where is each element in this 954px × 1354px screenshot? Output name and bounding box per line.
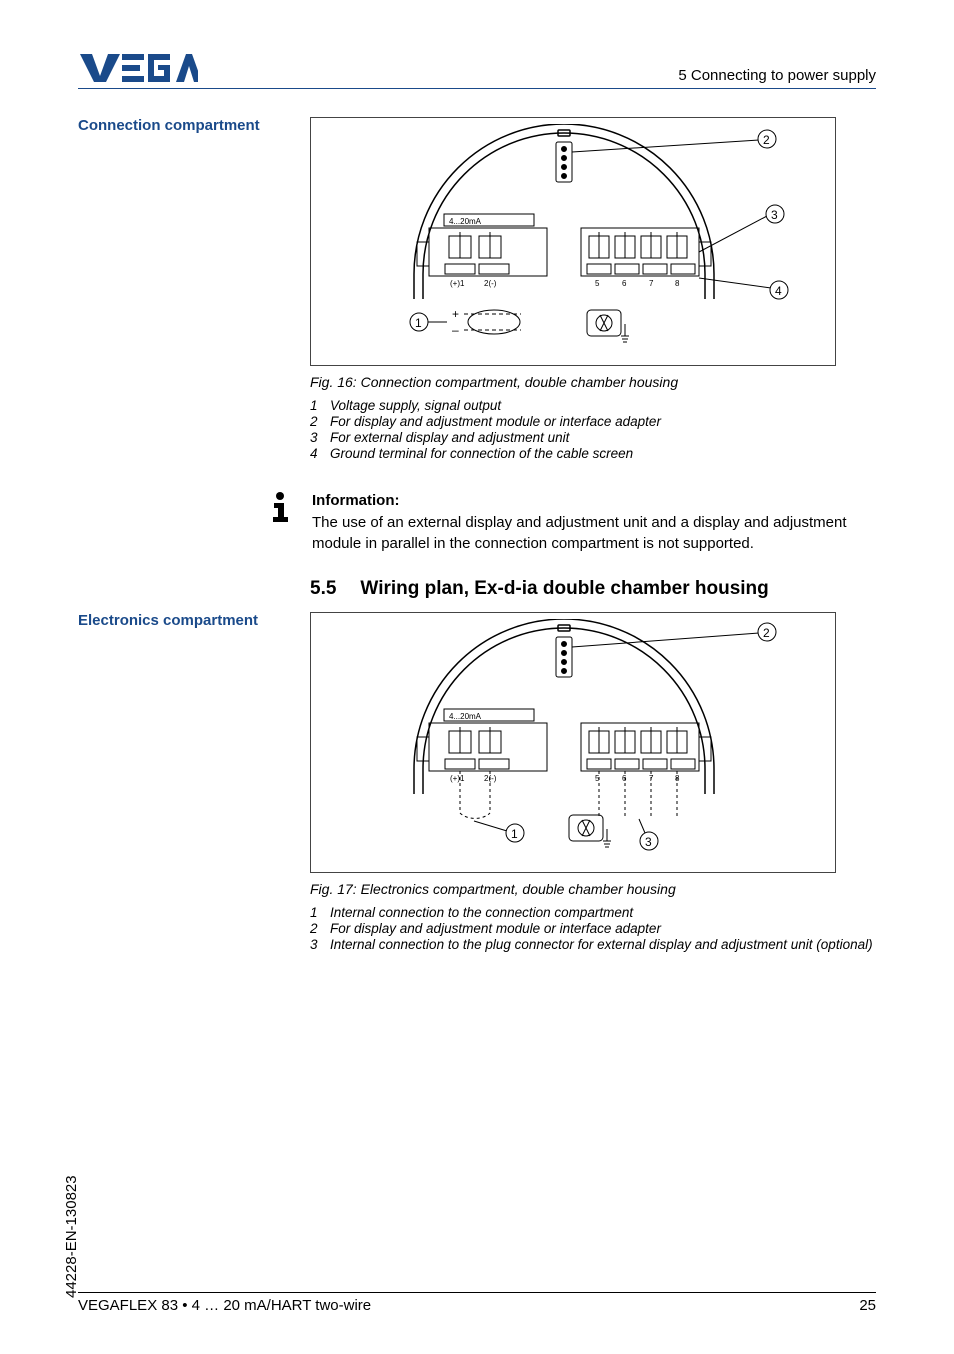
svg-text:1: 1	[415, 316, 422, 330]
document-id: 44228-EN-130823	[63, 1175, 80, 1298]
svg-text:1: 1	[511, 827, 518, 841]
svg-text:(+)1: (+)1	[450, 774, 465, 783]
figure-16-box: 4...20mA (+)1 2(-) 5 6 7 8	[310, 117, 836, 366]
footer-page-number: 25	[859, 1297, 876, 1314]
connection-compartment-label: Connection compartment	[78, 117, 278, 134]
svg-text:–: –	[452, 323, 459, 337]
page-header: 5 Connecting to power supply	[78, 48, 876, 89]
section-5-5-heading: 5.5Wiring plan, Ex-d-ia double chamber h…	[310, 578, 876, 600]
current-label: 4...20mA	[449, 217, 482, 226]
page-footer: VEGAFLEX 83 • 4 … 20 mA/HART two-wire 25	[78, 1292, 876, 1314]
svg-text:6: 6	[622, 279, 627, 288]
info-body: The use of an external display and adjus…	[312, 513, 876, 554]
information-block: Information: The use of an external disp…	[78, 491, 876, 554]
electronics-compartment-label: Electronics compartment	[78, 612, 278, 629]
figure-16-caption: Fig. 16: Connection compartment, double …	[310, 374, 876, 390]
footer-left: VEGAFLEX 83 • 4 … 20 mA/HART two-wire	[78, 1297, 371, 1314]
svg-text:2: 2	[763, 626, 770, 640]
info-icon	[268, 491, 294, 554]
svg-text:5: 5	[595, 279, 600, 288]
svg-text:+: +	[452, 307, 459, 321]
vega-logo	[78, 48, 198, 84]
connection-compartment-diagram: 4...20mA (+)1 2(-) 5 6 7 8	[319, 124, 829, 360]
svg-text:3: 3	[645, 835, 652, 849]
figure-17-box: 4...20mA (+)1 2(-) 5 6 7 8	[310, 612, 836, 873]
svg-text:(+)1: (+)1	[450, 279, 465, 288]
svg-text:2(-): 2(-)	[484, 279, 497, 288]
info-title: Information:	[312, 491, 876, 511]
svg-text:2: 2	[763, 133, 770, 147]
electronics-compartment-diagram: 4...20mA (+)1 2(-) 5 6 7 8	[319, 619, 829, 867]
header-section-title: 5 Connecting to power supply	[678, 67, 876, 84]
svg-text:4: 4	[775, 284, 782, 298]
figure-17-legend: 1Internal connection to the connection c…	[310, 905, 876, 952]
svg-text:4...20mA: 4...20mA	[449, 712, 482, 721]
figure-16-legend: 1Voltage supply, signal output 2For disp…	[310, 398, 876, 461]
svg-text:7: 7	[649, 279, 654, 288]
svg-text:3: 3	[771, 208, 778, 222]
figure-17-caption: Fig. 17: Electronics compartment, double…	[310, 881, 876, 897]
svg-text:8: 8	[675, 279, 680, 288]
